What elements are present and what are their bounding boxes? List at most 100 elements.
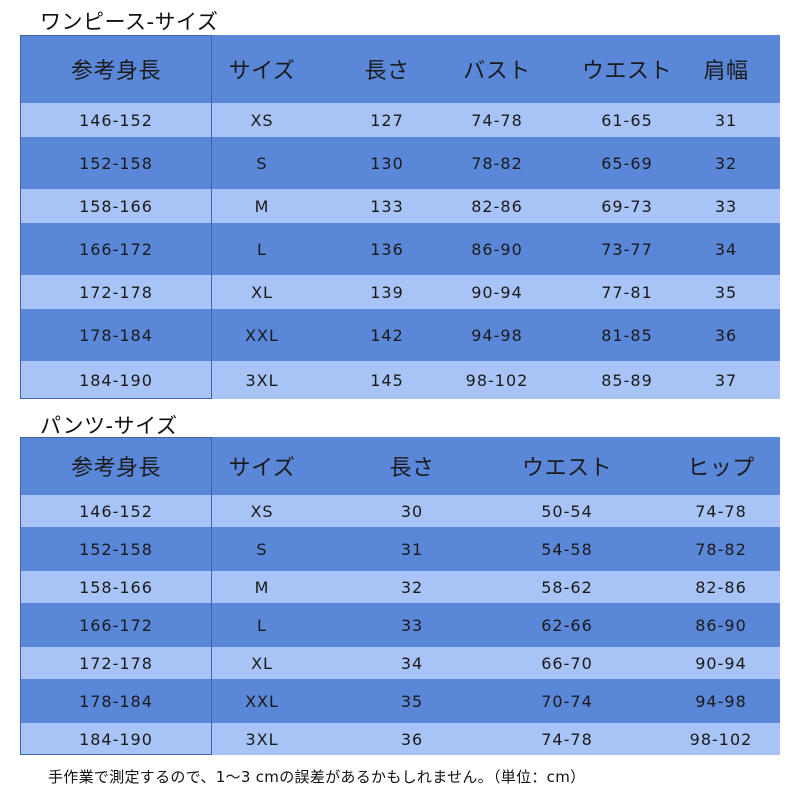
onepiece-size-table: 参考身長 サイズ 長さ バスト ウエスト 肩幅 146-152 XS 127 74-78 61-65… [20,35,780,399]
pants-table-cell: 50-54 [541,501,593,521]
pants-table-cell: S [256,539,268,559]
pants-table-cell: 94-98 [695,691,747,711]
pants-table-cell: XS [250,501,274,521]
onepiece-column-header: ウエスト [581,59,672,84]
onepiece-table-cell: 152-158 [79,153,153,173]
onepiece-table-cell: 98-102 [465,370,529,390]
pants-table-cell: 70-74 [541,691,593,711]
onepiece-table-cell: 146-152 [79,110,153,130]
pants-table-cell: 31 [400,539,424,559]
pants-size-table: 参考身長 サイズ 長さ ウエスト ヒップ 146-152 XS 30 50-54 74-78 152… [20,437,780,755]
onepiece-table-cell: 142 [370,325,404,345]
onepiece-table-cell: 31 [714,110,738,130]
pants-table-cell: 30 [400,501,424,521]
onepiece-table-cell: 82-86 [471,196,523,216]
pants-table-cell: XL [251,653,273,673]
pants-table-cell: 58-62 [541,577,593,597]
onepiece-table-cell: 81-85 [601,325,653,345]
onepiece-table-cell: 85-89 [601,370,653,390]
pants-table-cell: L [257,615,267,635]
pants-table-cell: 74-78 [541,729,593,749]
onepiece-table-cell: 145 [370,370,404,390]
pants-table-cell: 35 [400,691,424,711]
onepiece-table-cell: 33 [714,196,738,216]
onepiece-table-cell: 139 [370,282,404,302]
pants-table-cell: 82-86 [695,577,747,597]
onepiece-table-row: 178-184 XXL 142 94-98 81-85 36 [20,309,780,361]
onepiece-table-cell: 158-166 [79,196,153,216]
pants-table-cell: 36 [400,729,424,749]
onepiece-table-cell: 69-73 [601,196,653,216]
onepiece-table-cell: 78-82 [471,153,523,173]
onepiece-table-cell: 133 [370,196,404,216]
pants-column-header: 長さ [389,456,435,481]
pants-column-header: サイズ [228,456,296,481]
onepiece-table-cell: 65-69 [601,153,653,173]
onepiece-column-header: バスト [463,59,531,84]
onepiece-column-header: 肩幅 [703,59,749,84]
pants-table-cell: XXL [245,691,279,711]
onepiece-table-row: 166-172 L 136 86-90 73-77 34 [20,223,780,275]
onepiece-table-cell: 77-81 [601,282,653,302]
pants-table-row: 178-184 XXL 35 70-74 94-98 [20,679,780,723]
pants-table-cell: 54-58 [541,539,593,559]
onepiece-table-cell: S [256,153,268,173]
pants-table-cell: 86-90 [695,615,747,635]
onepiece-table-cell: 35 [714,282,738,302]
onepiece-table-cell: 184-190 [79,370,153,390]
pants-table-cell: 3XL [245,729,279,749]
onepiece-header-row: 参考身長 サイズ 長さ バスト ウエスト 肩幅 [20,35,780,103]
onepiece-table-cell: 37 [714,370,738,390]
onepiece-table-row: 146-152 XS 127 74-78 61-65 31 [20,103,780,137]
pants-table-cell: 78-82 [695,539,747,559]
pants-table-cell: 90-94 [695,653,747,673]
pants-table-cell: 74-78 [695,501,747,521]
onepiece-table-cell: XXL [245,325,279,345]
pants-column-header: ヒップ [687,456,755,481]
onepiece-table-cell: L [257,239,267,259]
onepiece-table-cell: 127 [370,110,404,130]
onepiece-table-row: 172-178 XL 139 90-94 77-81 35 [20,275,780,309]
onepiece-column-header: 長さ [364,59,410,84]
onepiece-table-row: 152-158 S 130 78-82 65-69 32 [20,137,780,189]
pants-header-row: 参考身長 サイズ 長さ ウエスト ヒップ [20,437,780,495]
pants-table-row: 158-166 M 32 58-62 82-86 [20,571,780,603]
pants-section-title: パンツ-サイズ [40,414,178,438]
onepiece-table-cell: XL [251,282,273,302]
pants-table-cell: 34 [400,653,424,673]
pants-table-row: 172-178 XL 34 66-70 90-94 [20,647,780,679]
pants-table-row: 152-158 S 31 54-58 78-82 [20,527,780,571]
pants-column-header: 参考身長 [70,456,161,481]
pants-table-cell: 172-178 [79,653,153,673]
pants-table-row: 146-152 XS 30 50-54 74-78 [20,495,780,527]
onepiece-table-row: 184-190 3XL 145 98-102 85-89 37 [20,361,780,399]
onepiece-table-cell: 86-90 [471,239,523,259]
onepiece-table-cell: 90-94 [471,282,523,302]
pants-table-cell: 98-102 [689,729,753,749]
pants-table-cell: 166-172 [79,615,153,635]
onepiece-column-header: 参考身長 [70,59,161,84]
onepiece-section-title: ワンピース-サイズ [40,10,219,34]
pants-table-cell: 33 [400,615,424,635]
onepiece-table-cell: M [254,196,270,216]
pants-table-cell: 146-152 [79,501,153,521]
pants-table-cell: 32 [400,577,424,597]
onepiece-table-row: 158-166 M 133 82-86 69-73 33 [20,189,780,223]
onepiece-table-cell: XS [250,110,274,130]
onepiece-table-cell: 61-65 [601,110,653,130]
pants-table-row: 184-190 3XL 36 74-78 98-102 [20,723,780,755]
onepiece-table-cell: 166-172 [79,239,153,259]
onepiece-table-cell: 130 [370,153,404,173]
pants-table-cell: 158-166 [79,577,153,597]
pants-table-cell: 62-66 [541,615,593,635]
onepiece-column-header: サイズ [228,59,296,84]
onepiece-table-cell: 32 [714,153,738,173]
pants-table-cell: 178-184 [79,691,153,711]
onepiece-table-cell: 178-184 [79,325,153,345]
onepiece-table-cell: 36 [714,325,738,345]
onepiece-table-cell: 73-77 [601,239,653,259]
pants-table-cell: M [254,577,270,597]
pants-table-cell: 152-158 [79,539,153,559]
onepiece-table-cell: 172-178 [79,282,153,302]
onepiece-table-cell: 136 [370,239,404,259]
